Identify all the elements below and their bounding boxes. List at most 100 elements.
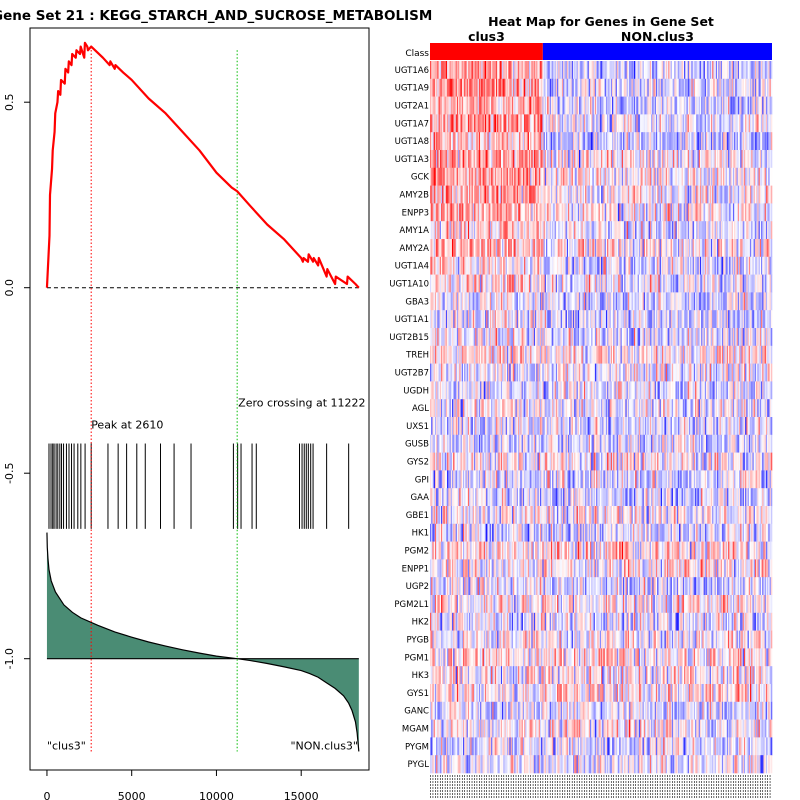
heatmap-cell xyxy=(464,167,466,186)
heatmap-cell xyxy=(502,363,504,382)
heatmap-cell xyxy=(715,221,718,240)
heatmap-cell xyxy=(455,78,458,97)
heatmap-cell xyxy=(621,114,624,133)
heatmap-cell xyxy=(597,96,599,115)
heatmap-cell xyxy=(585,167,587,186)
heatmap-cell xyxy=(544,274,547,293)
heatmap-cell xyxy=(652,328,654,347)
heatmap-cell xyxy=(659,328,662,347)
heatmap-cell xyxy=(560,239,563,258)
heatmap-cell xyxy=(719,203,721,222)
heatmap-cell xyxy=(580,363,582,382)
heatmap-cell xyxy=(470,274,472,293)
heatmap-cell xyxy=(448,345,450,364)
heatmap-cell xyxy=(486,328,488,347)
heatmap-cell xyxy=(685,328,687,347)
heatmap-cell xyxy=(513,114,515,133)
heatmap-cell xyxy=(535,150,537,169)
heatmap-cell xyxy=(731,239,734,258)
heatmap-cell xyxy=(764,328,767,347)
heatmap-cell xyxy=(550,310,553,329)
heatmap-cell xyxy=(497,239,499,258)
heatmap-cell xyxy=(430,185,432,204)
heatmap-cell xyxy=(754,328,757,347)
heatmap-cell xyxy=(724,132,726,151)
heatmap-cell xyxy=(449,167,452,186)
heatmap-cell xyxy=(637,310,640,329)
heatmap-cell xyxy=(445,328,448,347)
heatmap-cell xyxy=(548,292,550,311)
heatmap-cell xyxy=(586,310,588,329)
heatmap-cell xyxy=(460,310,463,329)
heatmap-cell xyxy=(598,274,601,293)
heatmap-cell xyxy=(680,345,682,364)
heatmap-cell xyxy=(761,328,763,347)
heatmap-cell xyxy=(750,61,752,80)
heatmap-cell xyxy=(609,132,612,151)
heatmap-cell xyxy=(517,310,520,329)
heatmap-cell xyxy=(625,221,627,240)
heatmap-cell xyxy=(451,328,454,347)
heatmap-cell xyxy=(438,256,441,275)
heatmap-cell xyxy=(607,78,609,97)
heatmap-cell xyxy=(602,132,604,151)
heatmap-cell xyxy=(568,256,570,275)
heatmap-cell xyxy=(649,96,652,115)
heatmap-cell xyxy=(687,203,690,222)
heatmap-cell xyxy=(715,256,718,275)
heatmap-cell xyxy=(598,345,601,364)
heatmap-cell xyxy=(708,292,711,311)
heatmap-cell xyxy=(511,274,514,293)
heatmap-cell xyxy=(701,221,703,240)
heatmap-cell xyxy=(460,363,463,382)
heatmap-cell xyxy=(559,185,561,204)
heatmap-cell xyxy=(708,310,711,329)
heatmap-cell xyxy=(616,114,619,133)
heatmap-cell xyxy=(590,132,592,151)
heatmap-cell xyxy=(763,256,765,275)
heatmap-cell xyxy=(500,292,503,311)
heatmap-cell xyxy=(460,61,463,80)
heatmap-cell xyxy=(677,132,680,151)
heatmap-cell xyxy=(442,221,444,240)
heatmap-cell xyxy=(613,203,615,222)
heatmap-cell xyxy=(550,203,553,222)
heatmap-cell xyxy=(677,345,680,364)
heatmap-cell xyxy=(670,310,673,329)
heatmap-cell xyxy=(593,96,596,115)
heatmap-cell xyxy=(707,328,709,347)
heatmap-cell xyxy=(648,345,651,364)
heatmap-cell xyxy=(737,150,740,169)
heatmap-cell xyxy=(673,292,675,311)
heatmap-cell xyxy=(475,310,477,329)
heatmap-cell xyxy=(491,114,493,133)
y-tick-label: -1.0 xyxy=(3,648,16,669)
heatmap-cell xyxy=(493,310,496,329)
heatmap-cell xyxy=(720,274,723,293)
heatmap-cell xyxy=(640,203,642,222)
heatmap-cell xyxy=(444,310,447,329)
heatmap-cell xyxy=(677,185,680,204)
heatmap-cell xyxy=(652,310,654,329)
heatmap-cell xyxy=(649,256,652,275)
heatmap-cell xyxy=(748,274,751,293)
heatmap-cell xyxy=(436,96,438,115)
heatmap-cell xyxy=(620,96,623,115)
heatmap-cell xyxy=(546,114,548,133)
heatmap-cell xyxy=(553,61,555,80)
heatmap-cell xyxy=(622,328,625,347)
heatmap-cell xyxy=(580,310,582,329)
heatmap-cell xyxy=(517,292,520,311)
heatmap-cell xyxy=(731,78,734,97)
heatmap-cell xyxy=(762,167,764,186)
heatmap-cell xyxy=(730,221,732,240)
heatmap-cell xyxy=(528,114,531,133)
heatmap-cell xyxy=(631,61,634,80)
heatmap-cell xyxy=(610,256,613,275)
heatmap-cell xyxy=(723,221,725,240)
heatmap-cell xyxy=(525,256,527,275)
heatmap-cell xyxy=(558,150,560,169)
heatmap-cell xyxy=(750,96,752,115)
heatmap-cell xyxy=(604,61,607,80)
heatmap-cell xyxy=(574,185,576,204)
